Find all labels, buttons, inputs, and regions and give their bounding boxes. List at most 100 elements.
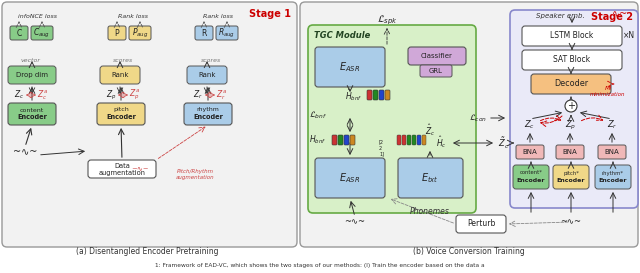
Text: $P_{aug}$: $P_{aug}$ — [132, 26, 148, 40]
Text: $\hat{H}_c$: $\hat{H}_c$ — [436, 134, 446, 150]
FancyBboxPatch shape — [513, 165, 549, 189]
Text: $\tilde{Z}_c$: $\tilde{Z}_c$ — [499, 135, 509, 151]
FancyBboxPatch shape — [397, 135, 401, 145]
Text: ~∿~: ~∿~ — [13, 147, 37, 157]
Text: minimization: minimization — [590, 91, 626, 96]
Text: (b) Voice Conversion Training: (b) Voice Conversion Training — [413, 248, 525, 257]
FancyBboxPatch shape — [422, 135, 426, 145]
FancyBboxPatch shape — [8, 103, 56, 125]
Text: rhythm*: rhythm* — [602, 171, 624, 176]
FancyBboxPatch shape — [407, 135, 411, 145]
Text: ~∿~: ~∿~ — [131, 165, 149, 171]
Text: Encoder: Encoder — [193, 114, 223, 120]
FancyBboxPatch shape — [315, 158, 385, 198]
Text: pitch*: pitch* — [563, 171, 579, 176]
FancyBboxPatch shape — [338, 135, 343, 145]
FancyBboxPatch shape — [2, 2, 297, 247]
Text: Encoder: Encoder — [17, 114, 47, 120]
Text: $Z_r$: $Z_r$ — [193, 89, 203, 101]
Text: $\mathcal{L}_{spk}$: $\mathcal{L}_{spk}$ — [376, 13, 397, 27]
FancyBboxPatch shape — [531, 74, 611, 94]
Text: Encoder: Encoder — [557, 177, 585, 182]
FancyBboxPatch shape — [31, 26, 53, 40]
Text: $\mathcal{L}_{bnf}$: $\mathcal{L}_{bnf}$ — [309, 109, 327, 121]
FancyBboxPatch shape — [187, 66, 227, 84]
Text: augmentation: augmentation — [176, 176, 214, 180]
Text: LSTM Block: LSTM Block — [550, 31, 594, 40]
Text: $C_{aug}$: $C_{aug}$ — [33, 26, 51, 40]
Text: Encoder: Encoder — [599, 177, 627, 182]
Text: $\hat{H}_{bnf}$: $\hat{H}_{bnf}$ — [346, 87, 363, 103]
FancyBboxPatch shape — [516, 145, 544, 159]
FancyBboxPatch shape — [367, 90, 372, 100]
Text: Speaker emb.: Speaker emb. — [536, 13, 584, 19]
FancyBboxPatch shape — [100, 66, 140, 84]
FancyBboxPatch shape — [595, 165, 631, 189]
FancyBboxPatch shape — [379, 90, 384, 100]
FancyBboxPatch shape — [373, 90, 378, 100]
FancyBboxPatch shape — [88, 160, 156, 178]
FancyBboxPatch shape — [408, 47, 466, 65]
Text: $Z_p$: $Z_p$ — [106, 88, 116, 102]
Text: infoNCE loss: infoNCE loss — [19, 14, 58, 19]
Text: $Z_c$: $Z_c$ — [14, 89, 24, 101]
Text: $H_{bnf}$: $H_{bnf}$ — [310, 134, 326, 146]
FancyBboxPatch shape — [417, 135, 421, 145]
Text: $\mathcal{L}_{con}$: $\mathcal{L}_{con}$ — [469, 112, 487, 124]
Text: MI: MI — [604, 85, 612, 91]
FancyBboxPatch shape — [456, 215, 506, 233]
Text: [2
2
1]: [2 2 1] — [379, 140, 384, 156]
Text: $\hat{Z}_c$: $\hat{Z}_c$ — [425, 122, 435, 138]
FancyBboxPatch shape — [522, 50, 622, 70]
Text: Phonemes: Phonemes — [410, 207, 450, 216]
Text: BNA: BNA — [523, 149, 538, 155]
Text: $E_{txt}$: $E_{txt}$ — [421, 171, 439, 185]
FancyBboxPatch shape — [350, 135, 355, 145]
Text: rhythm: rhythm — [196, 108, 220, 112]
Text: $R_{aug}$: $R_{aug}$ — [218, 26, 236, 40]
Text: $Z_c$: $Z_c$ — [524, 119, 536, 131]
Text: Data: Data — [114, 163, 130, 169]
FancyBboxPatch shape — [8, 66, 56, 84]
Text: $E_{ASR}$: $E_{ASR}$ — [339, 60, 360, 74]
Text: TGC Module: TGC Module — [314, 31, 370, 40]
FancyBboxPatch shape — [398, 158, 463, 198]
Text: Rank loss: Rank loss — [203, 14, 233, 19]
FancyBboxPatch shape — [556, 145, 584, 159]
Text: Drop dim: Drop dim — [16, 72, 48, 78]
Text: Encoder: Encoder — [516, 177, 545, 182]
FancyBboxPatch shape — [412, 135, 416, 145]
Text: Classifier: Classifier — [421, 53, 453, 59]
Text: Stage 1: Stage 1 — [249, 9, 291, 19]
Text: augmentation: augmentation — [99, 170, 145, 176]
Text: $Z_c^a$: $Z_c^a$ — [38, 88, 49, 102]
FancyBboxPatch shape — [108, 26, 126, 40]
Circle shape — [565, 100, 577, 112]
Text: R: R — [202, 28, 207, 37]
FancyBboxPatch shape — [315, 47, 385, 87]
FancyBboxPatch shape — [510, 10, 638, 208]
Text: SAT Block: SAT Block — [554, 55, 591, 64]
Text: scores: scores — [201, 58, 221, 63]
Text: Pitch/Rhythm: Pitch/Rhythm — [177, 170, 214, 174]
Text: BNA: BNA — [563, 149, 577, 155]
Text: scores: scores — [113, 58, 133, 63]
Text: GRL: GRL — [429, 68, 443, 74]
Text: Encoder: Encoder — [106, 114, 136, 120]
FancyBboxPatch shape — [344, 135, 349, 145]
FancyBboxPatch shape — [308, 25, 476, 213]
Text: (a) Disentangled Encoder Pretraining: (a) Disentangled Encoder Pretraining — [76, 248, 218, 257]
Text: content: content — [20, 108, 44, 112]
FancyBboxPatch shape — [300, 2, 638, 247]
FancyBboxPatch shape — [522, 26, 622, 46]
FancyBboxPatch shape — [332, 135, 337, 145]
Text: Stage 2: Stage 2 — [591, 12, 633, 22]
Text: ∿~: ∿~ — [612, 9, 628, 19]
FancyBboxPatch shape — [216, 26, 238, 40]
FancyBboxPatch shape — [10, 26, 28, 40]
Text: Decoder: Decoder — [554, 79, 588, 88]
Text: pitch: pitch — [113, 108, 129, 112]
Text: ~∿~: ~∿~ — [344, 218, 365, 227]
FancyBboxPatch shape — [598, 145, 626, 159]
FancyBboxPatch shape — [129, 26, 151, 40]
